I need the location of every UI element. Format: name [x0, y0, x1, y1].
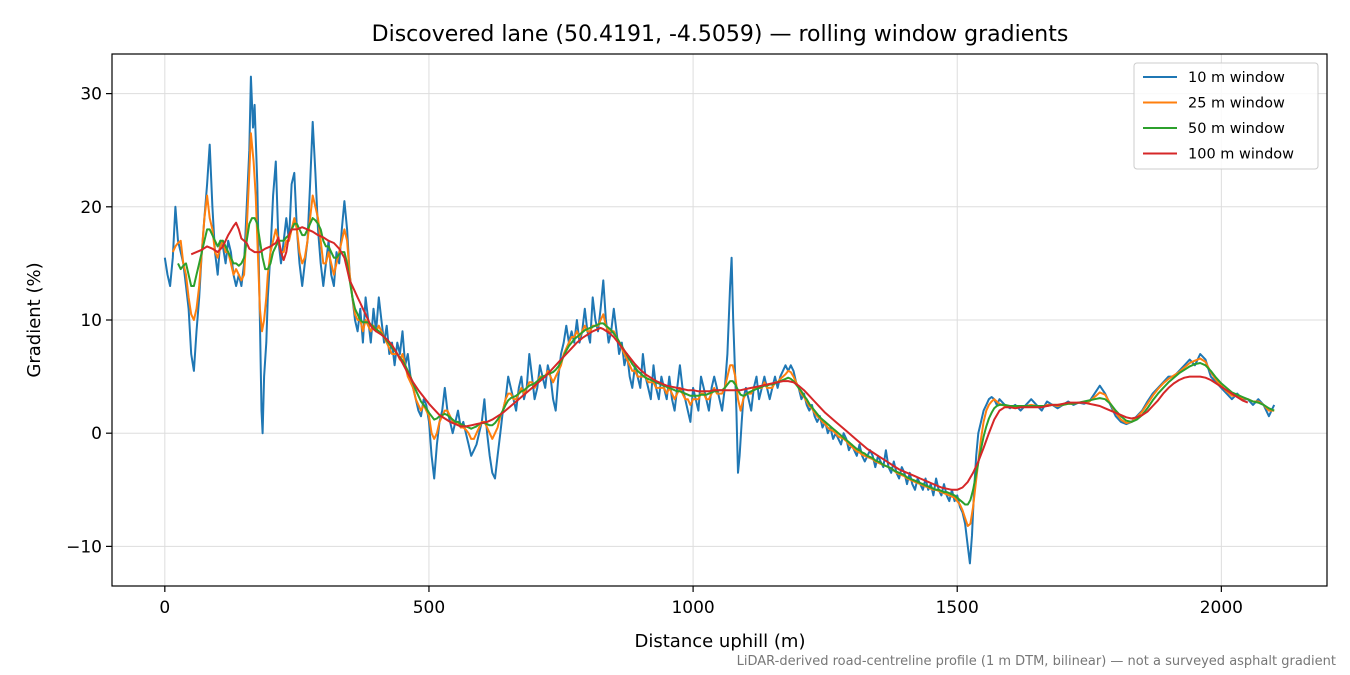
y-tick-label: 10 [80, 311, 102, 331]
y-tick-label: 20 [80, 198, 102, 218]
x-tick-label: 0 [159, 598, 170, 618]
series-line-2 [171, 132, 1275, 527]
legend: 10 m window 25 m window 50 m window 100 m w… [1133, 62, 1319, 170]
footnote: LiDAR-derived road-centreline profile (1… [737, 654, 1336, 669]
x-tick-label: 1500 [936, 598, 979, 618]
x-axis-ticks: 0 500 1000 1500 2000 [159, 586, 1243, 618]
legend-entry: 100 m window [1188, 147, 1294, 163]
y-axis-label: Gradient (%) [24, 262, 45, 377]
y-tick-label: 0 [91, 424, 102, 444]
y-axis-ticks: −10 0 10 20 30 [66, 85, 112, 557]
grid-lines [112, 54, 1327, 586]
legend-box [1133, 62, 1319, 170]
series-layer [163, 75, 1276, 565]
series-line-3 [177, 217, 1275, 506]
legend-entry: 10 m window [1188, 70, 1285, 86]
x-tick-label: 2000 [1200, 598, 1243, 618]
chart-title: Discovered lane (50.4191, -4.5059) — rol… [372, 22, 1069, 47]
x-tick-label: 1000 [671, 598, 714, 618]
legend-entry: 25 m window [1188, 96, 1285, 112]
y-tick-label: −10 [66, 537, 102, 557]
y-tick-label: 30 [80, 85, 102, 105]
legend-entry: 50 m window [1188, 121, 1285, 137]
x-tick-label: 500 [413, 598, 445, 618]
x-axis-label: Distance uphill (m) [635, 631, 806, 652]
series-line-4 [190, 221, 1249, 491]
